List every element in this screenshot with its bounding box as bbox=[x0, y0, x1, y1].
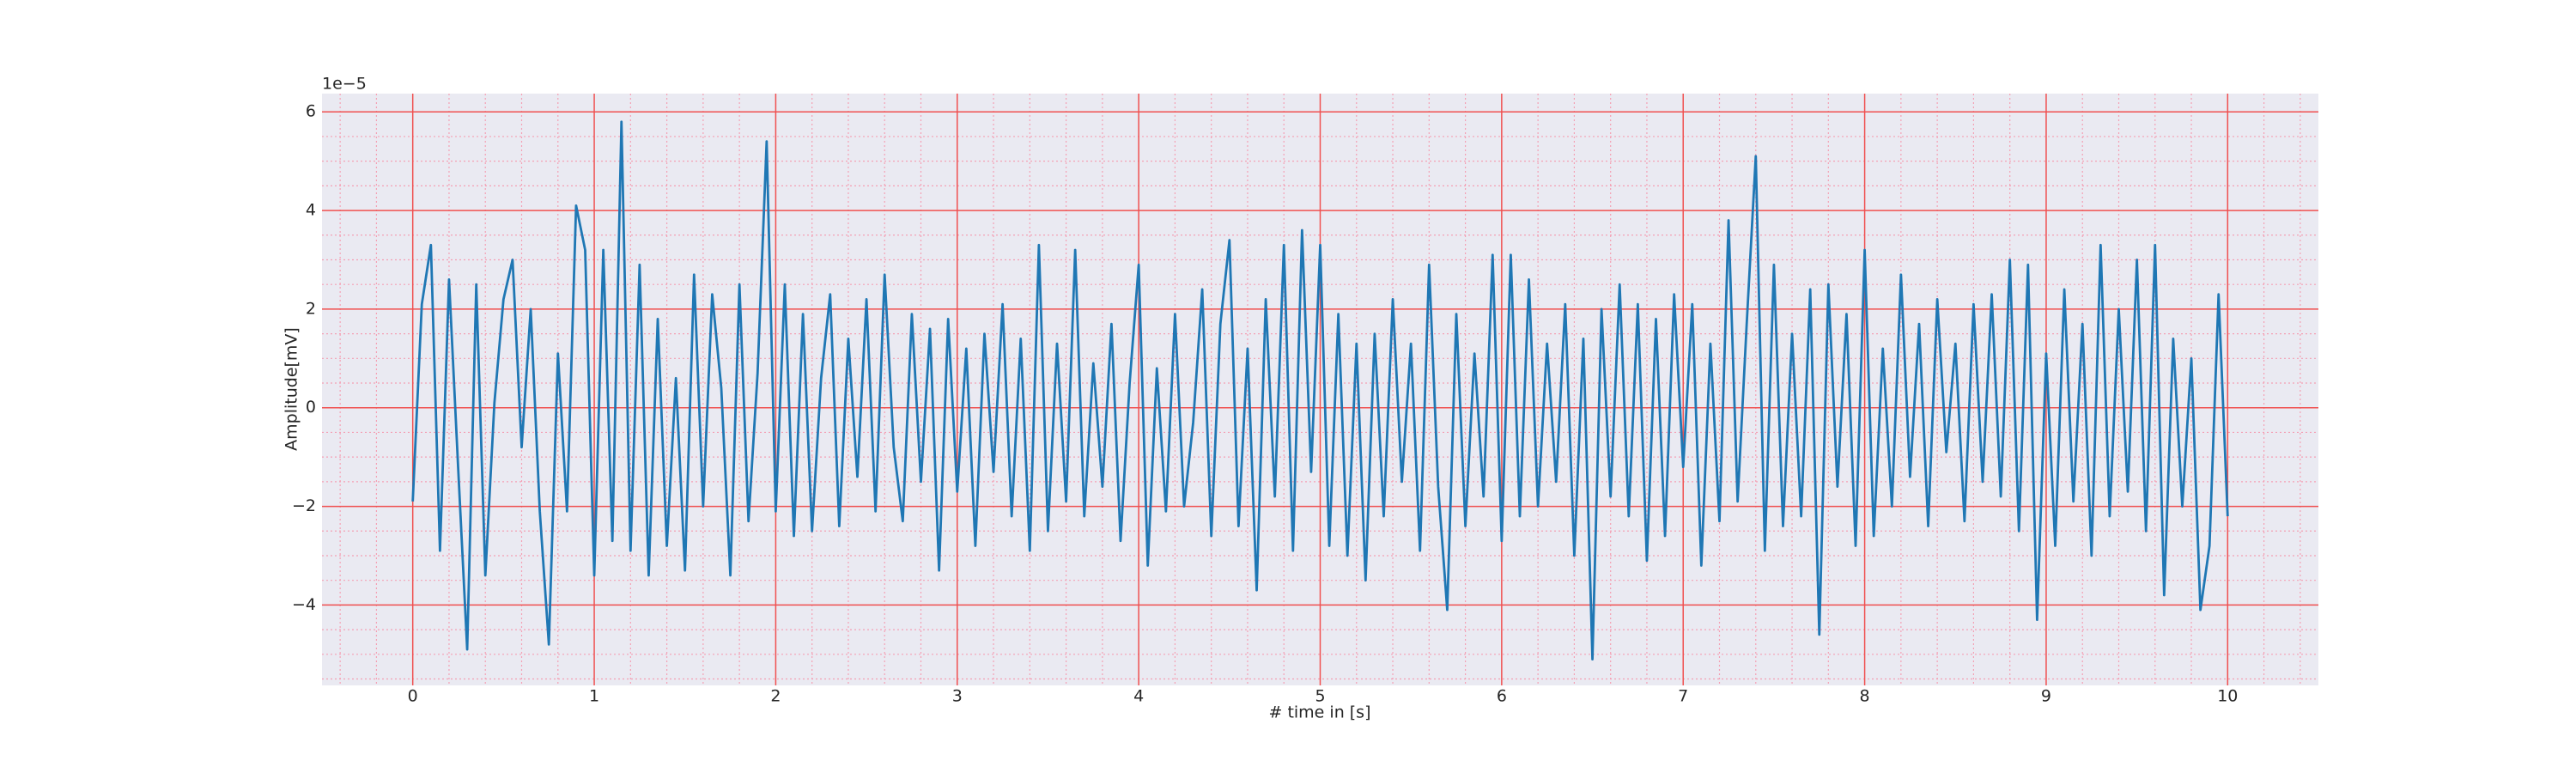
y-tick-label: −2 bbox=[292, 496, 316, 515]
x-tick-label: 8 bbox=[1860, 687, 1870, 706]
y-tick-label: 0 bbox=[306, 398, 316, 417]
y-tick-label: −4 bbox=[292, 595, 316, 614]
x-tick-label: 2 bbox=[770, 687, 781, 706]
x-tick-label: 10 bbox=[2217, 687, 2238, 706]
x-tick-label: 9 bbox=[2041, 687, 2051, 706]
x-tick-label: 6 bbox=[1497, 687, 1507, 706]
x-tick-label: 1 bbox=[589, 687, 599, 706]
series bbox=[411, 120, 2229, 660]
x-tick-label: 4 bbox=[1133, 687, 1144, 706]
offset-text: 1e−5 bbox=[322, 75, 367, 94]
x-axis-label: # time in [s] bbox=[1268, 703, 1370, 722]
grid bbox=[322, 94, 2318, 685]
y-tick-label: 6 bbox=[306, 102, 316, 121]
signal-line bbox=[411, 120, 2229, 660]
y-axis-label: Amplitude[mV] bbox=[283, 327, 301, 451]
y-tick-label: 4 bbox=[306, 201, 316, 220]
x-tick-label: 7 bbox=[1678, 687, 1688, 706]
labels: 1e−5 # time in [s] Amplitude[mV] 0 1 2 3 4 5 6… bbox=[283, 75, 2239, 722]
x-tick-label: 5 bbox=[1315, 687, 1325, 706]
x-tick-label: 0 bbox=[408, 687, 418, 706]
y-tick-label: 2 bbox=[306, 299, 316, 318]
x-tick-label: 3 bbox=[952, 687, 963, 706]
